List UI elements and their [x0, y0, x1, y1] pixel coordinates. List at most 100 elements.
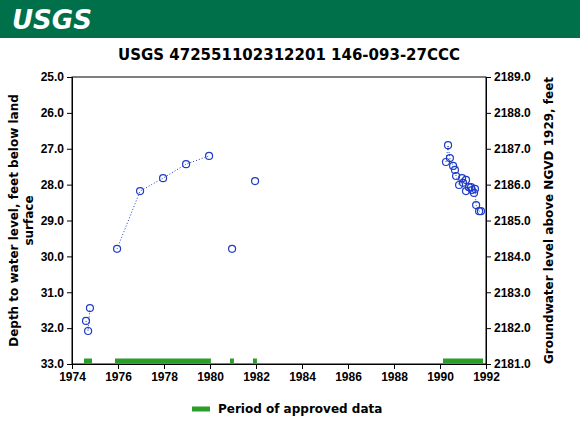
x-axis-tick: 1982: [243, 364, 270, 384]
y2-axis-tick: 2187.0: [486, 142, 531, 156]
y-axis-title-line: surface: [22, 195, 36, 245]
approved-period: [230, 359, 234, 364]
y-axis-tick-label: 26.0: [41, 106, 65, 120]
y2-axis-tick: 2185.0: [486, 214, 531, 228]
approved-period: [253, 359, 257, 364]
y-axis-tick-mark: [67, 113, 72, 114]
y2-axis-tick: 2186.0: [486, 178, 531, 192]
y-axis-tick-label: 27.0: [41, 142, 65, 156]
y2-axis-tick: 2183.0: [486, 286, 531, 300]
y-axis-line: [67, 78, 73, 365]
y-axis-tick: 28.0: [41, 178, 72, 192]
x-axis-tick-label: 1986: [335, 370, 362, 384]
x-axis-tick-label: 1982: [243, 370, 270, 384]
y2-axis-line: [487, 78, 492, 365]
y-axis-tick: 25.0: [41, 70, 72, 84]
approved-period: [443, 359, 483, 364]
x-axis-tick-label: 1992: [473, 370, 500, 384]
data-point: [160, 175, 167, 182]
y-axis-tick-label: 33.0: [41, 357, 65, 371]
x-axis-tick: 1986: [335, 364, 362, 384]
data-line: [86, 145, 481, 331]
data-point: [85, 327, 92, 334]
data-point: [206, 152, 213, 159]
y-axis-tick: 26.0: [41, 106, 72, 120]
y-axis-tick-mark: [67, 364, 72, 365]
data-point: [86, 305, 93, 312]
header-logo: USGS: [12, 5, 92, 35]
y2-axis-tick-label: 2184.0: [494, 250, 531, 264]
y2-axis: 2189.0 2188.0 2187.0 2186.0 2185.0 2184.0 2183…: [486, 70, 531, 371]
approved-period: [115, 359, 211, 364]
approved-period: [84, 359, 92, 364]
y2-axis-tick: 2188.0: [486, 106, 531, 120]
plot-area: [83, 142, 485, 361]
y-axis-tick: 33.0: [41, 357, 72, 371]
y-axis-title: Depth to water level, feet below landsur…: [7, 94, 36, 347]
x-axis-tick: 1984: [289, 364, 316, 384]
y2-axis-tick-label: 2187.0: [494, 142, 531, 156]
y-axis-tick-label: 31.0: [41, 286, 65, 300]
y-axis-tick-label: 30.0: [41, 250, 65, 264]
x-axis-tick-label: 1990: [427, 370, 454, 384]
chart: USGS USGS 472551102312201 146-093-27CCC 19…: [0, 0, 580, 430]
y-axis-tick-label: 29.0: [41, 214, 65, 228]
data-point: [114, 245, 121, 252]
y2-axis-tick: 2189.0: [486, 70, 531, 84]
y-axis-tick-mark: [67, 328, 72, 329]
legend: Period of approved data: [192, 402, 382, 416]
y-axis-tick-mark: [67, 221, 72, 222]
y2-axis-tick-mark: [486, 77, 491, 78]
data-point: [471, 185, 478, 192]
y-axis-tick-mark: [67, 292, 72, 293]
data-point: [252, 178, 259, 185]
legend-swatch: [192, 407, 210, 412]
plot-frame: [72, 77, 486, 364]
x-axis-tick-mark: [440, 364, 441, 369]
y-axis-tick-mark: [67, 77, 72, 78]
y2-axis-tick-label: 2183.0: [494, 286, 531, 300]
x-axis-tick-label: 1976: [105, 370, 132, 384]
y-axis-tick-mark: [67, 256, 72, 257]
y2-axis-tick-mark: [486, 364, 491, 365]
x-axis-tick-label: 1974: [59, 370, 86, 384]
x-axis-tick-mark: [256, 364, 257, 369]
chart-title: USGS 472551102312201 146-093-27CCC: [118, 46, 460, 64]
legend-label: Period of approved data: [218, 402, 382, 416]
data-point: [462, 176, 469, 183]
data-point: [477, 208, 484, 215]
y2-axis-tick-label: 2188.0: [494, 106, 531, 120]
y2-axis-tick-label: 2189.0: [494, 70, 531, 84]
y-axis-tick: 29.0: [41, 214, 72, 228]
x-axis-tick: 1988: [381, 364, 408, 384]
x-axis-tick-label: 1988: [381, 370, 408, 384]
y2-axis-tick-mark: [486, 256, 491, 257]
x-axis-tick-label: 1980: [197, 370, 224, 384]
y-axis: 25.0 26.0 27.0 28.0 29.0 30.0 31.0 32.0 33.0: [41, 70, 73, 371]
x-axis-tick: 1976: [105, 364, 132, 384]
y2-axis-tick-mark: [486, 292, 491, 293]
data-point: [229, 245, 236, 252]
y-axis-tick-label: 25.0: [41, 70, 65, 84]
data-point: [446, 155, 453, 162]
y-axis-tick-mark: [67, 185, 72, 186]
y2-axis-tick-label: 2185.0: [494, 214, 531, 228]
y-axis-tick: 30.0: [41, 250, 72, 264]
x-axis-tick-mark: [164, 364, 165, 369]
header-banner: [0, 0, 580, 38]
x-axis-tick-label: 1984: [289, 370, 316, 384]
x-axis-tick-mark: [118, 364, 119, 369]
y-axis-tick: 32.0: [41, 321, 72, 335]
data-point: [183, 161, 190, 168]
x-axis-tick: 1990: [427, 364, 454, 384]
y-axis-tick-label: 28.0: [41, 178, 65, 192]
y2-axis-tick-label: 2182.0: [494, 321, 531, 335]
y-axis-tick-label: 32.0: [41, 321, 65, 335]
y2-axis-tick-mark: [486, 113, 491, 114]
y2-axis-tick-mark: [486, 185, 491, 186]
y2-axis-tick-label: 2186.0: [494, 178, 531, 192]
data-point: [445, 142, 452, 149]
y2-axis-tick: 2182.0: [486, 321, 531, 335]
y2-axis-tick-label: 2181.0: [494, 357, 531, 371]
y2-axis-tick: 2184.0: [486, 250, 531, 264]
